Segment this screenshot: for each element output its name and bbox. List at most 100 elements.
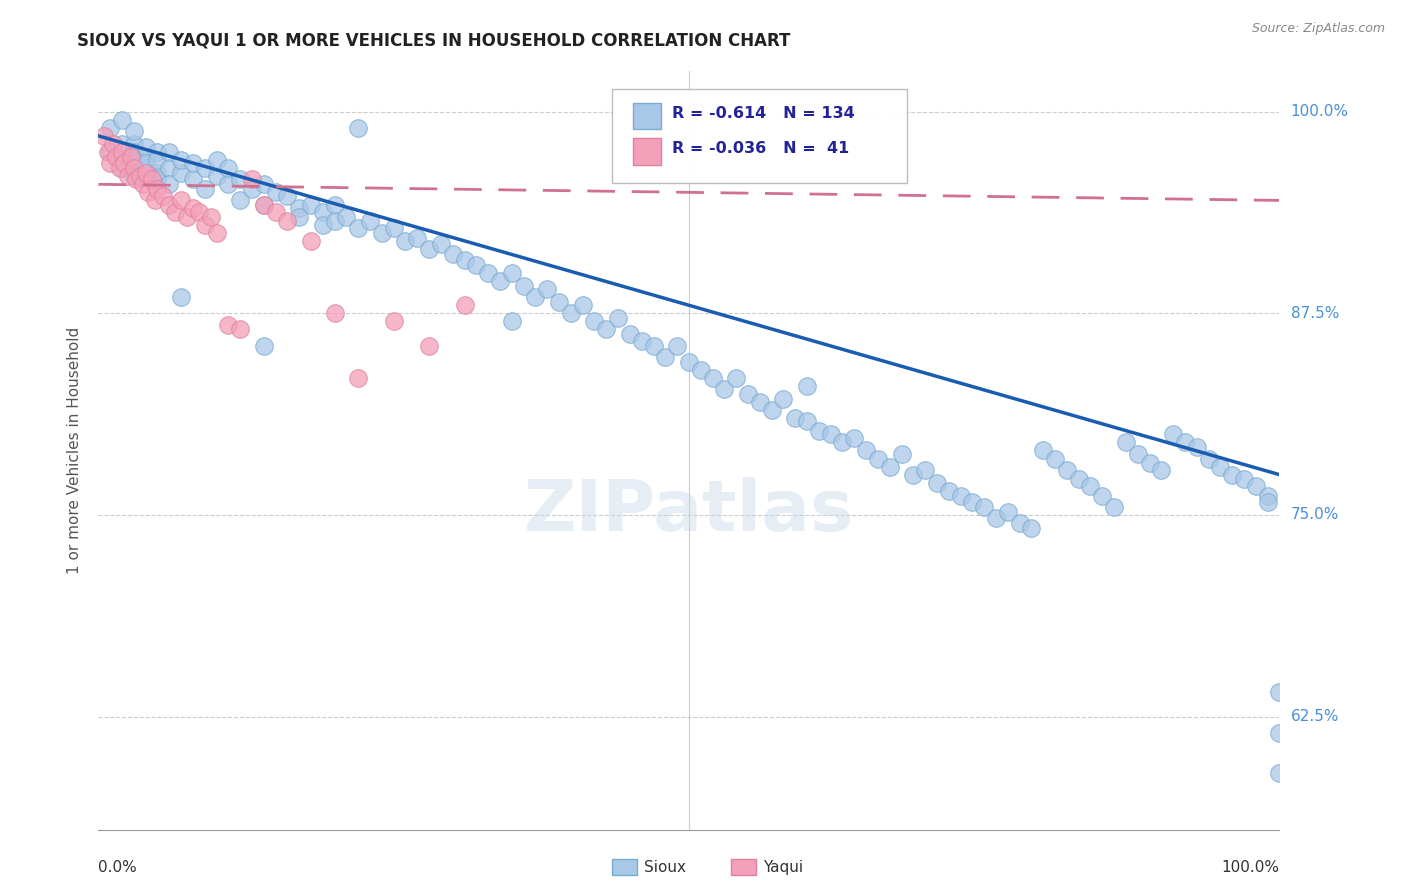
Point <box>489 274 512 288</box>
Point <box>1268 766 1291 780</box>
Point <box>855 443 877 458</box>
Point <box>1008 516 1031 530</box>
Point <box>1198 451 1220 466</box>
Point <box>146 182 169 196</box>
Point <box>165 204 187 219</box>
Point <box>512 279 534 293</box>
Point <box>1244 479 1267 493</box>
Point <box>229 194 252 208</box>
Point <box>200 210 222 224</box>
Point <box>181 172 204 186</box>
Point <box>938 483 960 498</box>
Point <box>654 350 676 364</box>
Point <box>595 322 617 336</box>
Point <box>713 382 735 396</box>
Point <box>1032 443 1054 458</box>
Point <box>170 290 193 304</box>
Point <box>453 253 475 268</box>
Point <box>122 124 145 138</box>
Point <box>666 338 689 352</box>
Text: SIOUX VS YAQUI 1 OR MORE VEHICLES IN HOUSEHOLD CORRELATION CHART: SIOUX VS YAQUI 1 OR MORE VEHICLES IN HOU… <box>77 31 790 49</box>
Point <box>288 202 311 216</box>
Point <box>146 166 169 180</box>
Point <box>607 311 630 326</box>
Point <box>146 153 169 167</box>
Point <box>347 220 370 235</box>
Point <box>630 334 652 348</box>
Point <box>312 204 335 219</box>
Point <box>141 172 163 186</box>
Point <box>844 431 866 445</box>
Text: 62.5%: 62.5% <box>1291 709 1339 724</box>
Point <box>1021 521 1043 535</box>
Point <box>194 182 217 196</box>
Point <box>122 136 145 151</box>
Point <box>548 295 571 310</box>
Point <box>382 314 405 328</box>
Point <box>288 210 311 224</box>
Point <box>253 178 276 192</box>
Point <box>347 371 370 385</box>
Point <box>962 495 984 509</box>
Point <box>229 172 252 186</box>
Point <box>536 282 558 296</box>
Point <box>689 363 711 377</box>
Point <box>143 194 166 208</box>
Point <box>406 230 429 244</box>
Point <box>866 451 889 466</box>
Point <box>1257 489 1279 503</box>
Point <box>122 153 145 167</box>
Point <box>725 371 748 385</box>
Point <box>98 120 121 135</box>
Point <box>299 234 322 248</box>
Y-axis label: 1 or more Vehicles in Household: 1 or more Vehicles in Household <box>67 326 83 574</box>
Point <box>761 403 783 417</box>
Point <box>101 136 124 151</box>
Point <box>157 198 180 212</box>
Point <box>276 188 298 202</box>
Point <box>111 145 134 159</box>
Point <box>323 214 346 228</box>
Point <box>560 306 582 320</box>
Point <box>253 198 276 212</box>
Point <box>1043 451 1066 466</box>
Point <box>583 314 606 328</box>
Point <box>949 489 972 503</box>
Text: R = -0.036   N =  41: R = -0.036 N = 41 <box>672 142 849 156</box>
Point <box>181 156 204 170</box>
Point <box>418 242 440 256</box>
Point <box>382 220 405 235</box>
Point <box>807 424 830 438</box>
Point <box>1067 473 1090 487</box>
Point <box>299 198 322 212</box>
Point <box>152 188 174 202</box>
Point <box>135 140 157 154</box>
Point <box>748 395 770 409</box>
Point <box>205 169 228 184</box>
Point <box>371 226 394 240</box>
Point <box>205 226 228 240</box>
Point <box>170 153 193 167</box>
Point <box>229 322 252 336</box>
Text: Yaqui: Yaqui <box>763 860 804 874</box>
Point <box>253 338 276 352</box>
Point <box>678 355 700 369</box>
Point <box>984 511 1007 525</box>
Point <box>903 467 925 482</box>
Point <box>418 338 440 352</box>
Point <box>312 218 335 232</box>
Point <box>1102 500 1125 514</box>
Point <box>128 169 150 184</box>
Point <box>122 145 145 159</box>
Point <box>98 145 121 159</box>
Point <box>135 156 157 170</box>
Point <box>132 178 155 192</box>
Point <box>335 210 357 224</box>
Point <box>831 435 853 450</box>
Point <box>253 198 276 212</box>
Point <box>347 120 370 135</box>
Point <box>524 290 547 304</box>
Point <box>217 178 239 192</box>
Point <box>796 379 818 393</box>
Point <box>571 298 593 312</box>
